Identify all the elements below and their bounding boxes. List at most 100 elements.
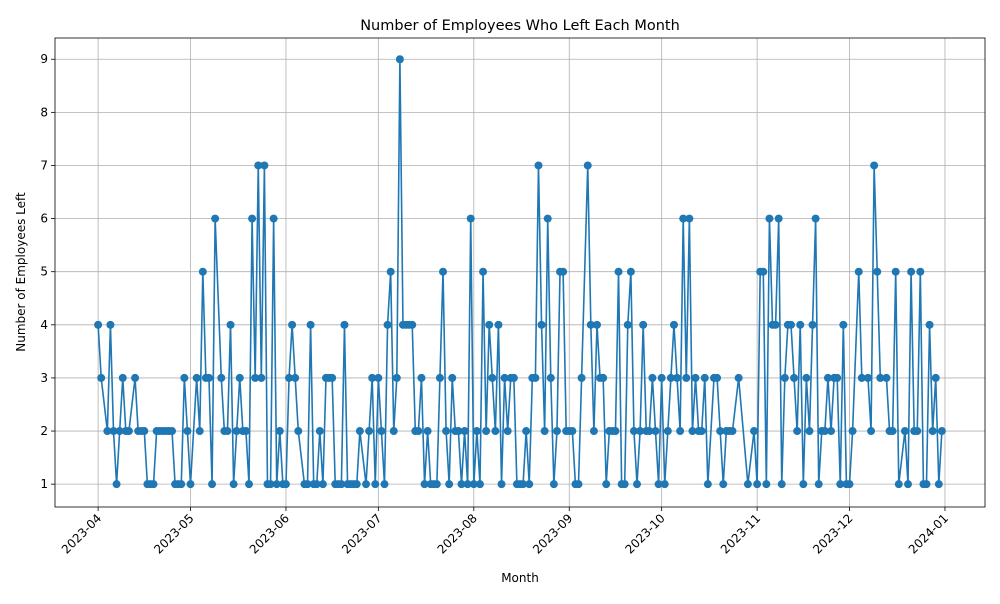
y-tick-label: 9	[40, 52, 48, 66]
data-point	[673, 373, 682, 382]
data-point	[549, 480, 558, 489]
data-point	[115, 427, 124, 436]
data-point	[663, 427, 672, 436]
data-point	[235, 373, 244, 382]
data-point	[648, 373, 657, 382]
data-point	[204, 373, 213, 382]
x-tick-label: 2023-04	[59, 511, 104, 556]
data-point	[586, 320, 595, 329]
data-point	[442, 427, 451, 436]
y-tick-label: 5	[40, 265, 48, 279]
x-axis-label: Month	[501, 571, 539, 585]
data-point	[414, 427, 423, 436]
data-point	[306, 320, 315, 329]
data-point	[716, 427, 725, 436]
data-point	[759, 267, 768, 276]
data-point	[636, 427, 645, 436]
data-point	[439, 267, 448, 276]
plot-frame	[54, 37, 986, 508]
data-point	[420, 480, 429, 489]
data-point	[395, 55, 404, 64]
y-axis-label: Number of Employees Left	[14, 192, 28, 352]
data-point	[891, 267, 900, 276]
data-point	[629, 427, 638, 436]
data-point	[294, 427, 303, 436]
data-point	[534, 161, 543, 170]
data-point	[574, 480, 583, 489]
data-point	[907, 267, 916, 276]
data-point	[827, 427, 836, 436]
data-point	[229, 480, 238, 489]
data-point	[679, 214, 688, 223]
data-point	[288, 320, 297, 329]
data-point	[894, 480, 903, 489]
data-point	[728, 427, 737, 436]
data-point	[682, 373, 691, 382]
data-point	[777, 480, 786, 489]
data-point	[620, 480, 629, 489]
data-point	[928, 427, 937, 436]
data-point	[260, 161, 269, 170]
data-point	[454, 427, 463, 436]
data-point	[503, 427, 512, 436]
data-point	[820, 427, 829, 436]
data-point	[445, 480, 454, 489]
data-point	[177, 480, 186, 489]
data-point	[272, 480, 281, 489]
data-point	[626, 267, 635, 276]
data-point	[876, 373, 885, 382]
data-point	[697, 427, 706, 436]
y-tick-label: 3	[40, 371, 48, 385]
data-point	[460, 427, 469, 436]
data-point	[109, 427, 118, 436]
data-point	[131, 373, 140, 382]
data-point	[599, 373, 608, 382]
data-point	[112, 480, 121, 489]
data-point	[491, 427, 500, 436]
data-point	[472, 427, 481, 436]
data-point	[103, 427, 112, 436]
data-point	[392, 373, 401, 382]
data-point	[802, 373, 811, 382]
data-point	[494, 320, 503, 329]
data-point	[198, 267, 207, 276]
data-point	[211, 214, 220, 223]
data-point	[577, 373, 586, 382]
data-point	[836, 480, 845, 489]
data-point	[666, 373, 675, 382]
data-point	[124, 427, 133, 436]
data-point	[232, 427, 241, 436]
data-point	[848, 427, 857, 436]
data-point	[94, 320, 103, 329]
data-point	[362, 480, 371, 489]
data-point	[312, 480, 321, 489]
data-point	[913, 427, 922, 436]
data-point	[796, 320, 805, 329]
data-point	[602, 480, 611, 489]
data-point	[700, 373, 709, 382]
data-point	[660, 480, 669, 489]
data-point	[500, 373, 509, 382]
data-point	[266, 480, 275, 489]
data-point	[823, 373, 832, 382]
data-point	[839, 320, 848, 329]
y-tick-label: 7	[40, 158, 48, 172]
data-point	[497, 480, 506, 489]
data-point	[931, 373, 940, 382]
data-point	[713, 373, 722, 382]
data-point	[771, 320, 780, 329]
data-point	[685, 214, 694, 223]
data-point	[762, 480, 771, 489]
y-tick-label: 1	[40, 477, 48, 491]
data-point	[719, 480, 728, 489]
data-point	[611, 427, 620, 436]
data-point	[623, 320, 632, 329]
x-tick-label: 2023-12	[810, 511, 855, 556]
y-tick-label: 8	[40, 105, 48, 119]
data-point	[925, 320, 934, 329]
data-point	[540, 427, 549, 436]
data-point	[303, 480, 312, 489]
data-point	[691, 373, 700, 382]
data-point	[463, 480, 472, 489]
